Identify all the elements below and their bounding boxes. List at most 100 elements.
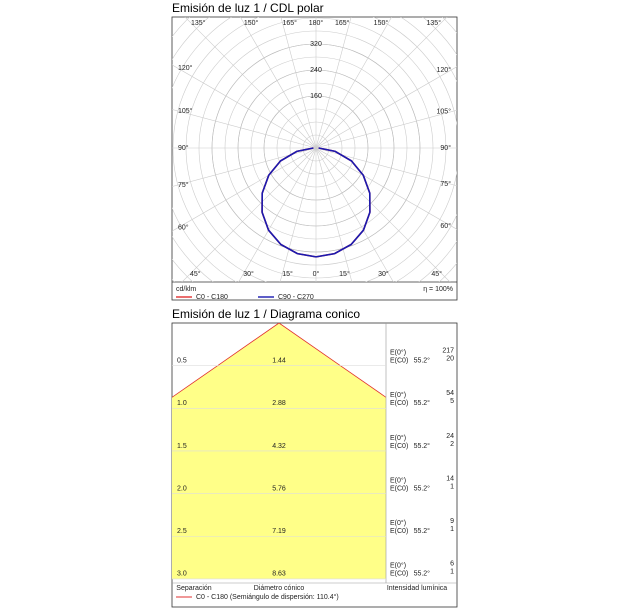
r-tick-label: 320 xyxy=(310,41,322,48)
e0-value: 24 xyxy=(446,433,454,440)
diameter-label: 2.88 xyxy=(272,400,286,407)
ec0-name: E(C0) xyxy=(390,485,408,492)
ec0-value: 1 xyxy=(450,569,454,576)
half-angle: 55.2° xyxy=(414,442,431,450)
ec0-name: E(C0) xyxy=(390,357,408,364)
angle-label: 90° xyxy=(178,144,189,152)
grid-spoke xyxy=(172,109,317,149)
unit-label: cd/klm xyxy=(176,286,196,293)
grid-spoke xyxy=(315,66,457,149)
angle-label: 30° xyxy=(378,270,389,278)
e0-value: 14 xyxy=(446,475,454,482)
intensity-curve xyxy=(261,147,317,258)
grid-spoke xyxy=(315,147,353,282)
angle-label: 45° xyxy=(190,270,201,278)
polar-grid xyxy=(172,17,457,282)
ec0-value: 20 xyxy=(446,355,454,362)
grid-spoke xyxy=(279,147,317,282)
e0-value: 9 xyxy=(450,518,454,525)
grid-spoke xyxy=(240,17,317,149)
grid-spoke xyxy=(184,17,317,149)
column-label: Separación xyxy=(176,585,212,592)
intensity-curve xyxy=(315,147,371,258)
grid-spoke xyxy=(315,17,392,149)
grid-spoke xyxy=(315,147,457,187)
distance-label: 2.0 xyxy=(177,485,187,492)
e0-value: 217 xyxy=(442,347,454,354)
half-angle: 55.2° xyxy=(414,356,431,364)
grid-spoke xyxy=(280,17,317,149)
diameter-label: 4.32 xyxy=(272,443,286,450)
angle-label: 135° xyxy=(427,19,442,27)
half-angle: 55.2° xyxy=(414,570,431,578)
half-angle: 55.2° xyxy=(414,484,431,492)
e0-value: 54 xyxy=(446,390,454,397)
angle-label: 120° xyxy=(178,64,193,72)
ec0-value: 1 xyxy=(450,483,454,490)
ec0-value: 5 xyxy=(450,398,454,405)
angle-label: 135° xyxy=(191,19,206,27)
e0-name: E(0°) xyxy=(390,519,406,527)
grid-spoke xyxy=(315,109,457,149)
e0-name: E(0°) xyxy=(390,562,406,570)
e0-name: E(0°) xyxy=(390,391,406,399)
grid-spoke xyxy=(315,147,451,282)
angle-label: 60° xyxy=(178,224,189,232)
diameter-label: 7.19 xyxy=(272,528,286,535)
legend-label: C0 - C180 xyxy=(196,294,228,301)
r-tick-label: 240 xyxy=(310,67,322,74)
polar-frame xyxy=(171,16,458,301)
column-label: Intensidad lumínica xyxy=(387,585,447,592)
angle-label: 105° xyxy=(178,107,193,115)
diameter-label: 8.63 xyxy=(272,571,286,578)
angle-label: 165° xyxy=(283,19,298,27)
angle-label: 180° xyxy=(309,19,324,27)
angle-label: 90° xyxy=(440,144,451,152)
angle-label: 45° xyxy=(431,270,442,278)
diameter-label: 5.76 xyxy=(272,485,286,492)
ec0-value: 2 xyxy=(450,441,454,448)
grid-spoke xyxy=(315,147,394,282)
ec0-name: E(C0) xyxy=(390,571,408,578)
angle-label: 15° xyxy=(339,270,350,278)
angle-label: 30° xyxy=(243,270,254,278)
e0-name: E(0°) xyxy=(390,434,406,442)
e0-name: E(0°) xyxy=(390,476,406,484)
grid-spoke xyxy=(315,17,352,149)
grid-spoke xyxy=(172,64,317,149)
legend-label: C0 - C180 (Semiángulo de dispersión: 110… xyxy=(196,593,339,601)
intensity-curve xyxy=(261,147,317,258)
angle-label: 150° xyxy=(374,19,389,27)
column-label: Diámetro cónico xyxy=(254,585,305,592)
distance-label: 3.0 xyxy=(177,571,187,578)
angle-label: 75° xyxy=(440,180,451,188)
intensity-curve xyxy=(315,147,371,258)
polar-title: Emisión de luz 1 / CDL polar xyxy=(172,1,324,15)
half-angle: 55.2° xyxy=(414,527,431,535)
grid-spoke xyxy=(172,147,317,187)
diameter-label: 1.44 xyxy=(272,357,286,364)
angle-label: 165° xyxy=(335,19,350,27)
grid-spoke xyxy=(181,147,317,282)
distance-label: 0.5 xyxy=(177,357,187,364)
e0-value: 6 xyxy=(450,561,454,568)
angle-label: 15° xyxy=(282,270,293,278)
half-angle: 55.2° xyxy=(414,399,431,407)
angle-label: 0° xyxy=(313,270,320,278)
legend-label: C90 - C270 xyxy=(278,294,314,301)
distance-label: 1.5 xyxy=(177,443,187,450)
ec0-name: E(C0) xyxy=(390,528,408,535)
grid-spoke xyxy=(315,147,457,230)
angle-label: 105° xyxy=(437,108,452,116)
e0-name: E(0°) xyxy=(390,348,406,356)
angle-label: 150° xyxy=(244,19,259,27)
ec0-name: E(C0) xyxy=(390,443,408,450)
ec0-value: 1 xyxy=(450,526,454,533)
cone-title: Emisión de luz 1 / Diagrama conico xyxy=(172,307,360,321)
angle-label: 60° xyxy=(440,222,451,230)
grid-spoke xyxy=(172,147,317,232)
r-tick-label: 160 xyxy=(310,93,322,100)
grid-spoke xyxy=(238,147,317,282)
